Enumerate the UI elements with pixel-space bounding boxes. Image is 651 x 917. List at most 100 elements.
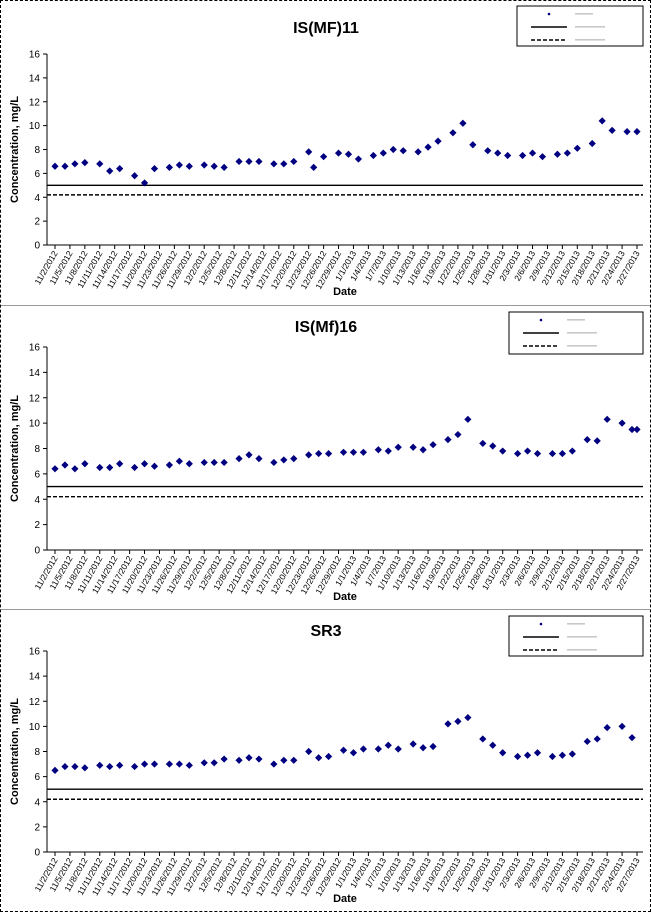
y-tick-label: 6	[34, 169, 40, 180]
data-point	[454, 717, 462, 725]
y-tick-label: 6	[34, 469, 40, 480]
legend-text-faint	[567, 649, 597, 651]
data-point	[140, 460, 149, 468]
data-point	[175, 760, 183, 768]
data-point	[71, 160, 79, 168]
legend	[508, 311, 644, 355]
data-point	[484, 147, 492, 155]
data-point	[573, 144, 581, 152]
chart-panel-3: SR3 Concentration, mg/L 0 2 4 6 8 10 12 14 16 11/2/…	[1, 609, 650, 912]
legend-text-faint	[567, 623, 585, 625]
data-point	[553, 150, 562, 158]
data-point	[409, 443, 417, 451]
y-tick-label: 10	[29, 722, 41, 733]
data-point	[81, 764, 89, 772]
chart-panel-2: IS(Mf)16 Concentration, mg/L 0 2 4 6 8 10 12 14 16…	[1, 305, 650, 610]
y-tick-label: 4	[34, 495, 40, 506]
chart-title: IS(MF)11	[293, 20, 359, 37]
data-point	[598, 117, 606, 125]
data-point	[51, 766, 59, 774]
data-point	[315, 449, 323, 458]
y-tick-label: 0	[34, 546, 40, 557]
data-point	[623, 127, 631, 136]
data-point	[51, 162, 59, 170]
data-point	[220, 755, 228, 763]
legend-marker-data	[539, 318, 543, 322]
data-point	[280, 756, 288, 764]
data-point	[548, 752, 557, 761]
data-point	[165, 461, 174, 469]
data-point	[349, 749, 358, 757]
data-point	[270, 160, 278, 168]
data-point	[130, 172, 139, 180]
y-tick-label: 8	[34, 444, 40, 455]
data-point	[210, 458, 218, 467]
data-point	[429, 441, 437, 449]
data-point	[499, 749, 507, 757]
data-point	[290, 756, 298, 764]
data-point	[51, 465, 59, 473]
data-point	[633, 127, 641, 136]
data-point	[140, 179, 149, 187]
y-tick-label: 10	[29, 419, 41, 430]
data-point	[528, 149, 537, 157]
data-point	[71, 762, 79, 771]
y-tick-label: 2	[34, 217, 40, 228]
data-point	[96, 761, 104, 769]
data-point	[96, 160, 104, 168]
data-point	[200, 458, 208, 467]
y-tick-label: 8	[34, 145, 40, 156]
data-point	[603, 724, 611, 732]
y-tick-label: 10	[29, 121, 41, 132]
y-tick-label: 14	[29, 73, 41, 84]
data-point	[459, 119, 467, 127]
data-point	[106, 463, 114, 472]
y-tick-label: 12	[29, 97, 41, 108]
data-point	[245, 451, 253, 459]
data-point	[280, 160, 288, 168]
y-tick-label: 0	[34, 241, 40, 252]
y-tick-label: 6	[34, 772, 40, 783]
data-point	[210, 759, 218, 767]
chart-is-mf-11: IS(MF)11 Concentration, mg/L 0 2 4 6 8 10 12 14 16…	[9, 5, 644, 298]
chart-title: IS(Mf)16	[295, 319, 357, 336]
legend-text-faint	[567, 345, 597, 347]
data-point	[374, 745, 382, 753]
data-point	[235, 455, 243, 463]
data-point	[185, 460, 193, 468]
data-point	[220, 458, 228, 467]
data-point	[469, 141, 477, 149]
data-point	[548, 449, 557, 458]
data-point	[588, 139, 596, 148]
data-point	[81, 460, 89, 468]
data-point	[270, 458, 278, 467]
data-point	[71, 465, 79, 473]
data-point	[61, 162, 69, 170]
x-axis-label: Date	[333, 286, 357, 298]
data-point	[419, 744, 427, 752]
x-axis-label: Date	[333, 591, 357, 603]
data-point	[429, 742, 437, 751]
y-tick-label: 8	[34, 747, 40, 758]
data-point	[334, 149, 343, 157]
data-point	[558, 449, 566, 458]
legend-text-faint	[575, 39, 605, 41]
data-point	[315, 754, 323, 762]
data-point	[379, 149, 387, 157]
data-point	[618, 722, 626, 730]
data-point	[245, 157, 253, 166]
data-point	[150, 462, 159, 470]
data-point	[220, 163, 228, 172]
data-point	[349, 448, 358, 456]
data-point	[290, 455, 298, 463]
y-tick-label: 16	[29, 50, 41, 61]
data-point	[419, 446, 427, 454]
y-axis-label: Concentration, mg/L	[9, 96, 21, 203]
data-point	[245, 754, 253, 762]
y-tick-label: 0	[34, 848, 40, 859]
y-tick-label: 4	[34, 797, 40, 808]
data-point	[394, 443, 402, 451]
data-point	[479, 439, 487, 448]
data-point	[339, 746, 348, 754]
